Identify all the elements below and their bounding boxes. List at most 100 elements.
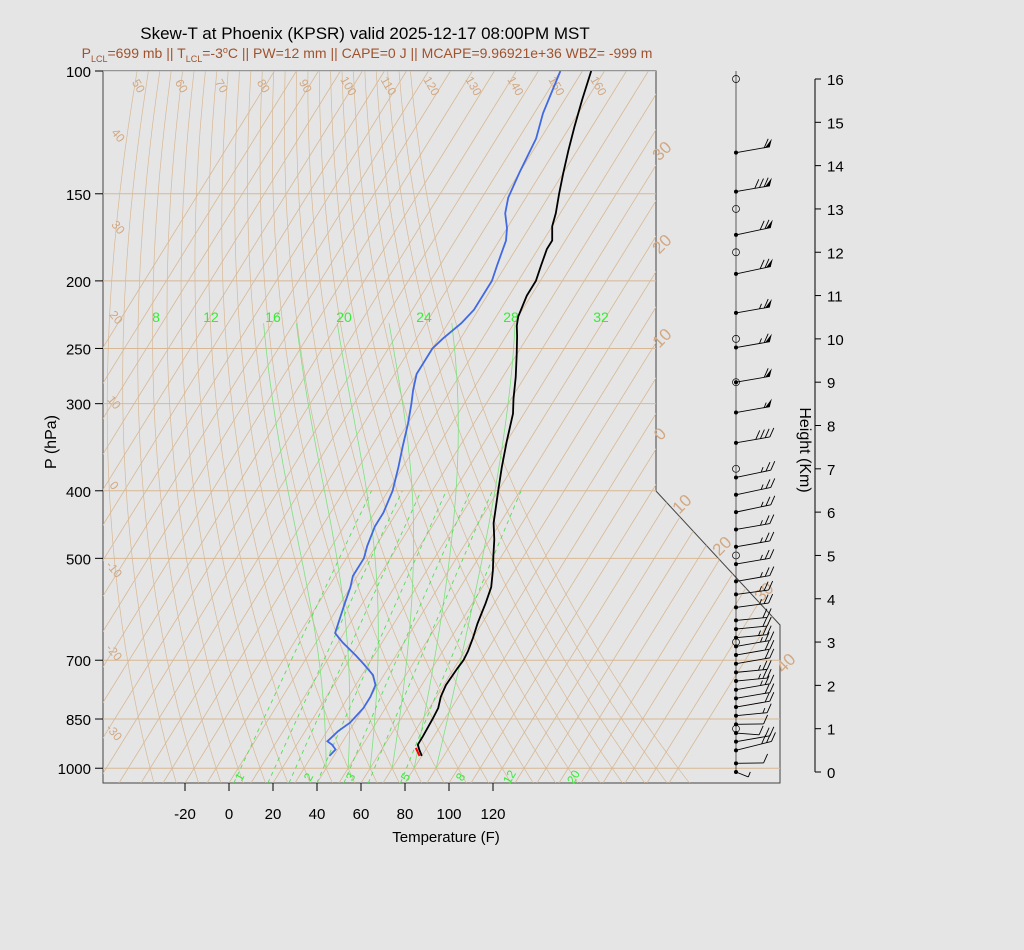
x-tick-label: 40 bbox=[309, 806, 326, 823]
wind-feather bbox=[763, 333, 769, 343]
wind-barb bbox=[735, 341, 770, 348]
p-tick-label: 500 bbox=[66, 551, 91, 568]
wind-barb bbox=[735, 540, 770, 548]
wind-half-feather bbox=[760, 680, 763, 686]
wind-level-ring bbox=[732, 248, 740, 257]
wind-barb bbox=[735, 732, 760, 736]
height-tick-label: 14 bbox=[827, 159, 844, 176]
wind-barb bbox=[735, 640, 770, 647]
dry-adiabat-label: -30 bbox=[103, 721, 125, 744]
wind-feather bbox=[760, 429, 765, 439]
wind-barb bbox=[735, 185, 770, 193]
mixing-ratio-line bbox=[288, 490, 422, 783]
wind-feather bbox=[754, 179, 760, 189]
mixing-ratio-label: 3 bbox=[343, 770, 359, 783]
dry-adiabat bbox=[122, 71, 177, 783]
wind-half-feather bbox=[762, 707, 766, 714]
wind-feather bbox=[764, 258, 770, 268]
isotherm-label: 50 bbox=[129, 77, 148, 96]
isotherm-line bbox=[250, 71, 693, 783]
wind-barb bbox=[735, 469, 771, 478]
height-tick-label: 7 bbox=[827, 462, 835, 479]
wind-pennant bbox=[765, 219, 773, 229]
wind-feather bbox=[762, 617, 768, 627]
mixing-ratio-label: 20 bbox=[564, 767, 583, 786]
height-tick-label: 3 bbox=[827, 635, 835, 652]
wind-half-feather bbox=[759, 303, 762, 309]
wind-feather bbox=[762, 608, 768, 619]
dewpoint-profile bbox=[325, 71, 562, 757]
isotherm-label: 80 bbox=[254, 77, 273, 96]
wind-feather bbox=[770, 495, 776, 505]
wind-barb bbox=[735, 616, 768, 621]
wind-feather bbox=[769, 648, 775, 659]
mixing-ratio-label: 24 bbox=[416, 309, 432, 325]
wind-barb bbox=[735, 575, 770, 582]
wind-pennant bbox=[765, 333, 772, 343]
wind-level-ring bbox=[732, 464, 740, 473]
wind-pennant bbox=[765, 368, 772, 378]
wind-half-feather bbox=[760, 520, 763, 526]
wind-feather bbox=[764, 515, 770, 525]
isotherm-label: 60 bbox=[172, 77, 191, 96]
dry-adiabat bbox=[318, 71, 512, 783]
wind-feather bbox=[766, 608, 772, 618]
isotherm-line bbox=[228, 71, 671, 783]
moist-adiabat bbox=[336, 323, 379, 769]
isotherm-label: 120 bbox=[420, 74, 442, 99]
mixing-ratio-label: 20 bbox=[336, 309, 352, 325]
height-tick-label: 12 bbox=[827, 245, 844, 262]
wind-feather bbox=[758, 725, 764, 735]
dry-adiabat bbox=[271, 71, 423, 783]
mixing-ratio-label: 32 bbox=[593, 309, 609, 325]
dry-adiabat bbox=[259, 71, 400, 783]
isotherm-line bbox=[103, 71, 517, 783]
wind-level-ring bbox=[732, 638, 740, 646]
wind-feather bbox=[766, 703, 772, 713]
wind-feather bbox=[762, 660, 768, 670]
isotherm-label: 110 bbox=[378, 74, 400, 98]
wind-feather bbox=[769, 631, 775, 641]
wind-level-ring bbox=[732, 335, 740, 343]
isotherm-line bbox=[103, 71, 451, 783]
wind-level-ring bbox=[732, 205, 740, 213]
plot-frame bbox=[102, 70, 781, 784]
isotherm-line bbox=[103, 71, 363, 783]
wind-feather bbox=[766, 660, 772, 670]
p-tick-label: 1000 bbox=[58, 761, 91, 778]
wind-half-feather bbox=[760, 572, 763, 578]
wind-feather bbox=[764, 727, 770, 737]
wind-feather bbox=[762, 625, 768, 636]
mixing-ratio-line bbox=[316, 490, 447, 783]
wind-barb bbox=[735, 504, 771, 513]
moist-adiabat bbox=[388, 323, 414, 769]
wind-barb bbox=[735, 677, 768, 682]
wind-feather bbox=[766, 668, 772, 679]
wind-feather bbox=[764, 675, 770, 685]
isotherm-line bbox=[103, 71, 495, 783]
wind-feather bbox=[764, 219, 770, 229]
dry-adiabat-label: 30 bbox=[108, 218, 128, 237]
p-tick-label: 250 bbox=[66, 341, 91, 358]
chart-title: Skew-T at Phoenix (KPSR) valid 2025-12-1… bbox=[140, 24, 589, 43]
mixing-ratio-label: 16 bbox=[265, 309, 281, 325]
wind-barb bbox=[735, 436, 770, 444]
isotherm-line bbox=[426, 71, 780, 783]
isotherm-line bbox=[470, 71, 780, 783]
dry-adiabat bbox=[152, 71, 222, 783]
mixing-ratio-label: 5 bbox=[398, 770, 414, 783]
wind-half-feather bbox=[763, 402, 767, 408]
wind-barb bbox=[735, 712, 768, 717]
wind-feather bbox=[759, 178, 764, 188]
dry-adiabat bbox=[353, 71, 579, 783]
height-tick-label: 0 bbox=[827, 765, 835, 782]
height-tick-label: 16 bbox=[827, 72, 844, 89]
isotherm-label: 70 bbox=[212, 77, 231, 96]
dry-adiabat-label: -10 bbox=[103, 558, 125, 581]
wind-feather bbox=[769, 566, 775, 576]
dry-adiabat bbox=[410, 71, 690, 783]
axes: -20 0 20 40 60 80 100 1201001502002503004005007… bbox=[58, 64, 844, 823]
moist-adiabat bbox=[413, 323, 459, 769]
isotherm-line bbox=[580, 71, 780, 783]
p-tick-label: 200 bbox=[66, 274, 91, 291]
